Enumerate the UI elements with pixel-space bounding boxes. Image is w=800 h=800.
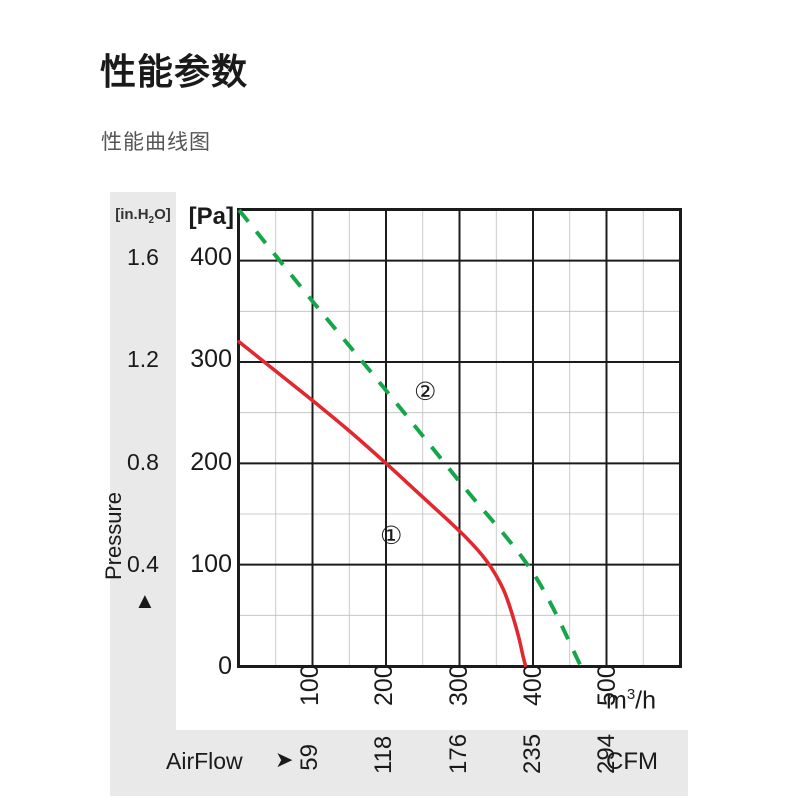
x-tick-m3h-400: 400 [518, 664, 547, 706]
y-tick-inh2o-0-4: 0.4 [127, 550, 159, 577]
x-tick-cfm-59: 59 [296, 744, 324, 771]
curve-1-path [237, 339, 528, 668]
chart-plot-area [237, 208, 682, 668]
curve-2-marker: ② [414, 378, 437, 406]
y-tick-pa-300: 300 [190, 345, 232, 374]
x-unit-perh: /h [635, 686, 657, 715]
bottom-axis-band [110, 730, 688, 796]
x-tick-m3h-100: 100 [296, 664, 325, 706]
x-unit-exp: 3 [626, 686, 636, 703]
page-title: 性能参数 [100, 51, 249, 92]
left-unit-post: O] [154, 206, 171, 223]
page-subtitle: 性能曲线图 [101, 131, 211, 154]
y-axis-arrow-icon: ▲ [134, 588, 156, 613]
x-axis-title: AirFlow [166, 748, 243, 774]
x-tick-cfm-235: 235 [518, 733, 546, 774]
y-tick-inh2o-0-8: 0.8 [127, 448, 159, 475]
right-axis-unit-label: [Pa] [188, 203, 234, 230]
y-tick-inh2o-1-6: 1.6 [127, 244, 159, 271]
left-axis-band [110, 192, 176, 796]
curve-1-marker: ① [380, 522, 403, 550]
x-axis-primary-unit: m3/h [606, 686, 656, 715]
y-tick-inh2o-1-2: 1.2 [127, 346, 159, 373]
x-axis-secondary-unit: CFM [606, 748, 658, 775]
x-tick-cfm-118: 118 [370, 735, 398, 774]
x-tick-m3h-200: 200 [370, 664, 399, 706]
x-tick-cfm-176: 176 [444, 733, 472, 774]
chart-curves [237, 208, 583, 668]
chart-gridlines [239, 210, 680, 666]
y-tick-pa-200: 200 [190, 447, 232, 476]
curve-2-path [237, 208, 583, 667]
left-unit-sub: 2 [148, 215, 155, 226]
y-tick-pa-0: 0 [218, 652, 232, 680]
x-axis-arrow-icon: ➤ [275, 747, 294, 772]
y-tick-pa-100: 100 [190, 549, 232, 578]
y-tick-pa-400: 400 [190, 243, 232, 272]
x-tick-m3h-300: 300 [444, 664, 473, 706]
left-unit-pre: [in.H [115, 206, 149, 223]
left-axis-unit-label: [in.H2O] [110, 206, 176, 226]
x-unit-m: m [606, 686, 627, 715]
